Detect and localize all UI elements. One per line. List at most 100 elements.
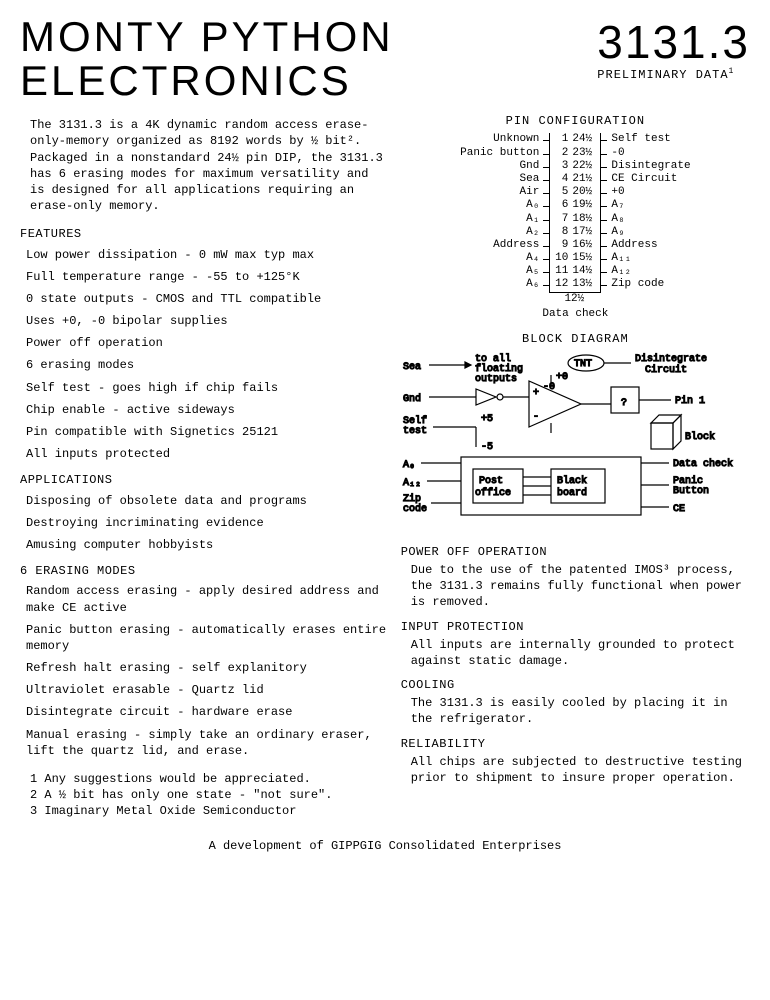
svg-text:Button: Button (673, 486, 709, 497)
svg-text:+5: +5 (481, 414, 493, 425)
svg-text:-5: -5 (481, 442, 493, 453)
svg-text:-: - (533, 412, 539, 423)
svg-text:Black: Black (557, 475, 587, 487)
svg-text:board: board (557, 487, 587, 499)
pin-bottom: 12½ (549, 293, 599, 306)
block-diagram-svg: Sea to all floating outputs TNT Disinteg… (401, 351, 741, 531)
cooling-head: COOLING (401, 677, 750, 693)
reliability-body: All chips are subjected to destructive t… (411, 754, 750, 786)
pin-table: Unknown124½Self test Panic button223½-0 … (447, 133, 703, 321)
footnote: 2 A ½ bit has only one state - "not sure… (30, 787, 387, 803)
lbl-tnt: TNT (574, 359, 592, 370)
input-protection-section: INPUT PROTECTION All inputs are internal… (401, 619, 750, 670)
lbl-block: Block (685, 431, 715, 443)
power-off-section: POWER OFF OPERATION Due to the use of th… (401, 544, 750, 611)
pin-r: +0 (607, 186, 703, 199)
lbl-sea: Sea (403, 362, 421, 373)
svg-text:A₁₂: A₁₂ (403, 478, 421, 489)
block-diagram: Sea to all floating outputs TNT Disinteg… (401, 351, 750, 536)
pin-n: 9 (550, 239, 570, 252)
erase-item: Disintegrate circuit - hardware erase (26, 704, 387, 720)
feature-item: 6 erasing modes (26, 357, 387, 373)
erase-item: Random access erasing - apply desired ad… (26, 583, 387, 615)
erase-item: Refresh halt erasing - self explanitory (26, 660, 387, 676)
pin-l: Unknown (447, 133, 543, 146)
erase-item: Ultraviolet erasable - Quartz lid (26, 682, 387, 698)
applications-head: APPLICATIONS (20, 472, 387, 488)
pin-r: A₇ (607, 199, 703, 212)
svg-text:A₀: A₀ (403, 460, 415, 471)
feature-item: Full temperature range - -55 to +125°K (26, 269, 387, 285)
pin-side-left: Address (447, 239, 543, 252)
svg-text:+0: +0 (556, 372, 568, 383)
pin-l: Gnd (447, 160, 543, 173)
right-column: PIN CONFIGURATION Unknown124½Self test P… (401, 111, 750, 823)
footnote: 3 Imaginary Metal Oxide Semiconductor (30, 803, 387, 819)
pin-l: A₅ (447, 265, 543, 278)
pin-n: 18½ (570, 213, 600, 226)
pin-l: A₆ (447, 278, 543, 292)
pin-l: Panic button (447, 147, 543, 160)
pin-n: 5 (550, 186, 570, 199)
footnotes: 1 Any suggestions would be appreciated. … (30, 771, 387, 820)
svg-text:test: test (403, 426, 427, 437)
left-column: The 3131.3 is a 4K dynamic random access… (20, 111, 387, 823)
pin-r: Self test (607, 133, 703, 146)
pin-r: A₉ (607, 226, 703, 239)
pin-l: A₁ (447, 213, 543, 226)
applications-list: Disposing of obsolete data and programs … (26, 493, 387, 554)
erasing-head: 6 ERASING MODES (20, 563, 387, 579)
feature-item: Uses +0, -0 bipolar supplies (26, 313, 387, 329)
svg-text:Circuit: Circuit (645, 364, 687, 376)
pin-n: 17½ (570, 226, 600, 239)
pin-l: A₄ (447, 252, 543, 265)
header-right: 3131.3 PRELIMINARY DATA1 (597, 15, 750, 83)
pin-n: 16½ (570, 239, 600, 252)
main-columns: The 3131.3 is a 4K dynamic random access… (20, 111, 750, 823)
reliability-head: RELIABILITY (401, 736, 750, 752)
lbl-disint: Disintegrate (635, 353, 707, 365)
app-item: Amusing computer hobbyists (26, 537, 387, 553)
input-body: All inputs are internally grounded to pr… (411, 637, 750, 669)
pin-side-right: Address (607, 239, 703, 252)
erasing-list: Random access erasing - apply desired ad… (26, 583, 387, 759)
power-head: POWER OFF OPERATION (401, 544, 750, 560)
pin-l: A₀ (447, 199, 543, 212)
pin-n: 20½ (570, 186, 600, 199)
title-line1: MONTY PYTHON (20, 15, 597, 59)
company-title: MONTY PYTHON ELECTRONICS (20, 15, 597, 103)
power-body: Due to the use of the patented IMOS³ pro… (411, 562, 750, 611)
svg-text:code: code (403, 503, 427, 515)
pin-l: A₂ (447, 226, 543, 239)
prelim-data: PRELIMINARY DATA1 (597, 67, 750, 83)
erase-item: Manual erasing - simply take an ordinary… (26, 727, 387, 759)
feature-item: Pin compatible with Signetics 25121 (26, 424, 387, 440)
pin-r: A₈ (607, 213, 703, 226)
cooling-section: COOLING The 3131.3 is easily cooled by p… (401, 677, 750, 728)
feature-item: All inputs protected (26, 446, 387, 462)
pin-n: 15½ (570, 252, 600, 265)
pin-r: CE Circuit (607, 173, 703, 186)
erase-item: Panic button erasing - automatically era… (26, 622, 387, 654)
prelim-text: PRELIMINARY DATA (597, 68, 728, 82)
pin-r: Zip code (607, 278, 703, 292)
pin-n: 19½ (570, 199, 600, 212)
pin-n: 11 (550, 265, 570, 278)
footer: A development of GIPPGIG Consolidated En… (20, 838, 750, 854)
input-head: INPUT PROTECTION (401, 619, 750, 635)
pin-n: 8 (550, 226, 570, 239)
feature-item: Power off operation (26, 335, 387, 351)
lbl-q: ? (621, 398, 627, 409)
reliability-section: RELIABILITY All chips are subjected to d… (401, 736, 750, 787)
feature-item: Self test - goes high if chip fails (26, 380, 387, 396)
pin-n: 22½ (570, 160, 600, 173)
title-line2: ELECTRONICS (20, 59, 597, 103)
app-item: Disposing of obsolete data and programs (26, 493, 387, 509)
lbl-gnd: Gnd (403, 393, 421, 405)
pin-datacheck: Data check (447, 308, 703, 321)
pin-l: Sea (447, 173, 543, 186)
pin-n: 1 (550, 133, 570, 146)
feature-item: Chip enable - active sideways (26, 402, 387, 418)
footnote: 1 Any suggestions would be appreciated. (30, 771, 387, 787)
part-number: 3131.3 (597, 19, 750, 65)
